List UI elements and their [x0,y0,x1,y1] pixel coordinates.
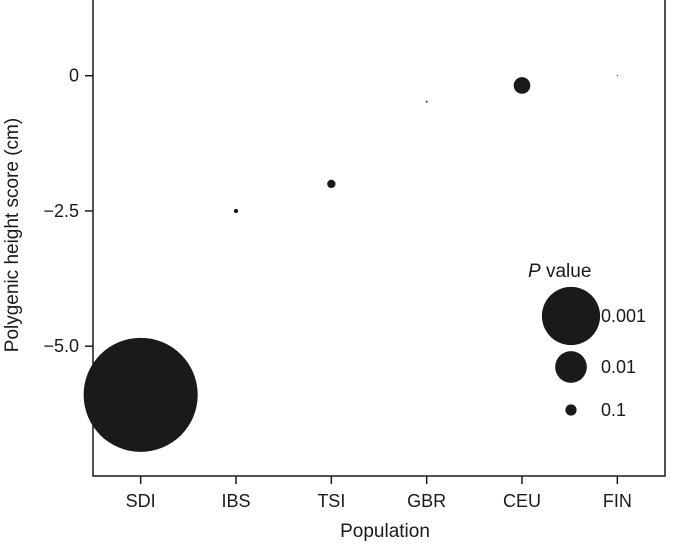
y-tick-label: −2.5 [43,201,79,221]
data-points [83,75,618,452]
legend-marker [565,404,577,416]
axes [92,0,666,477]
x-ticks: SDI IBS TSI GBR CEU FIN [126,476,632,511]
legend-marker [541,286,601,346]
legend-title-rest: value [541,261,592,282]
data-point-fin [616,75,618,77]
data-point-sdi [83,337,198,452]
x-tick-label: IBS [221,491,250,511]
x-tick-label: TSI [317,491,345,511]
x-tick-label: FIN [603,491,632,511]
legend-marker [555,351,587,383]
y-tick-label: −5.0 [43,336,79,356]
legend-label: 0.01 [601,357,636,377]
legend-title-italic: P [528,261,541,282]
data-point-ceu [513,77,531,94]
legend-entries: 0.001 0.01 0.1 [541,286,646,420]
x-axis-label: Population [340,521,430,542]
x-tick-label: SDI [126,491,156,511]
legend: P value 0.001 0.01 0.1 [528,261,646,420]
axis-frame [92,0,666,477]
legend-label: 0.1 [601,400,626,420]
x-tick-label: CEU [503,491,541,511]
data-point-tsi [327,179,336,189]
data-point-gbr [425,100,428,103]
data-point-ibs [233,208,239,214]
y-ticks: 0 −2.5 −5.0 [43,66,93,356]
legend-title: P value [528,261,591,282]
x-tick-label: GBR [407,491,446,511]
y-tick-label: 0 [69,66,79,86]
y-axis-label: Polygenic height score (cm) [2,118,23,352]
legend-label: 0.001 [601,306,646,326]
